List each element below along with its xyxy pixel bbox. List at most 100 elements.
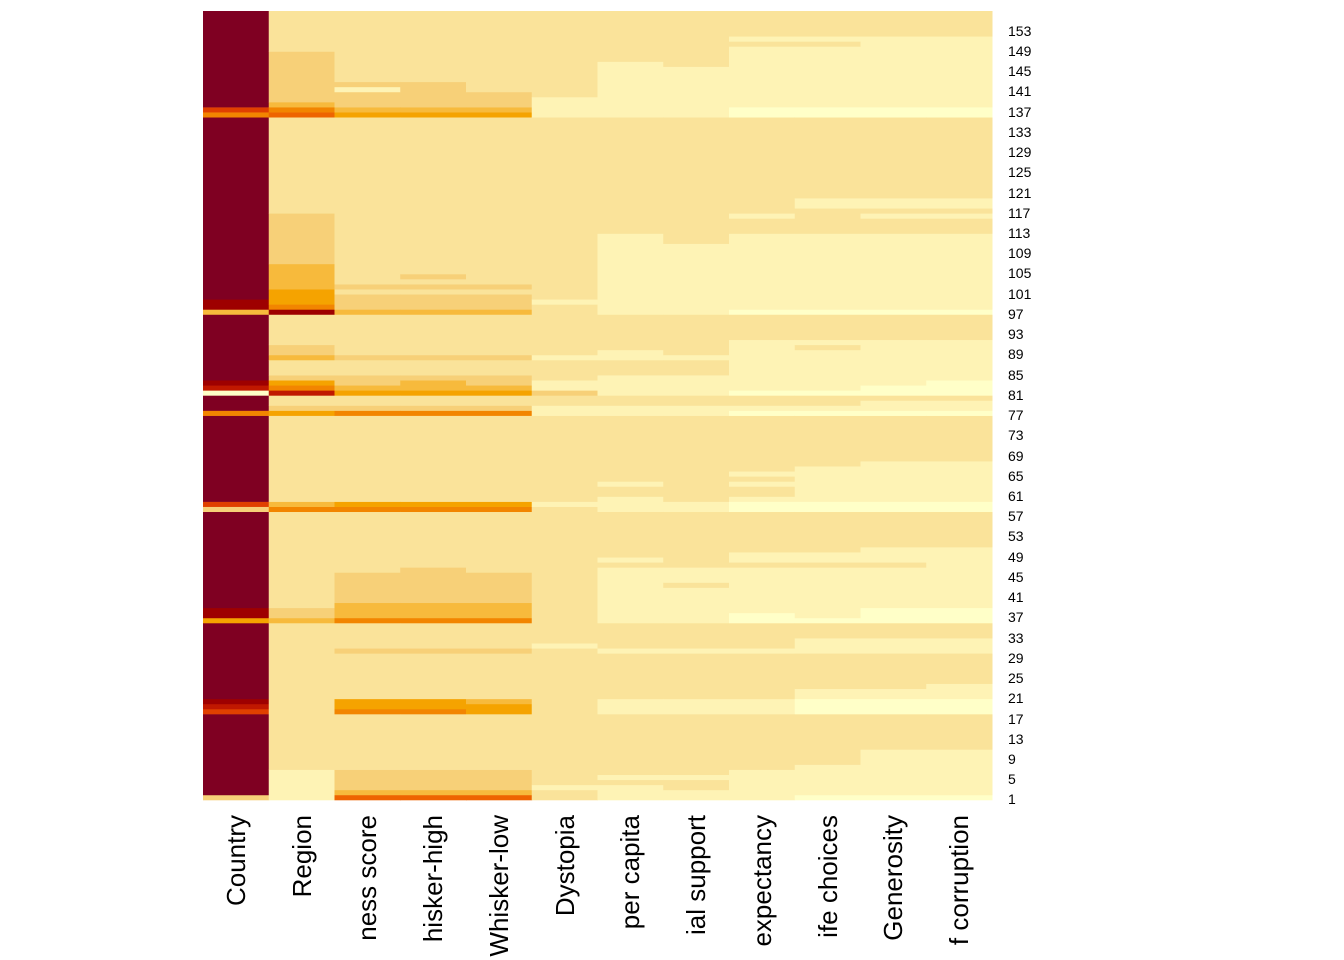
heatmap-cell [400,415,467,502]
heatmap-cell [926,395,993,401]
heatmap-cell [860,622,927,639]
heatmap-cell [268,102,335,108]
heatmap-cell [466,622,533,649]
heatmap-cell [466,714,533,770]
heatmap-cell [531,506,598,644]
heatmap-cell [334,395,401,406]
heatmap-cell [268,263,335,290]
heatmap-cell [334,794,401,801]
heatmap-cell [663,622,730,649]
heatmap-cell [597,415,664,482]
heatmap-cell [334,714,401,770]
row-tick-label: 1 [1008,791,1016,808]
row-tick-label: 105 [1008,265,1032,282]
heatmap-cell [729,11,796,37]
heatmap-cell [334,289,401,295]
heatmap-cell [794,36,861,42]
heatmap-cell [663,653,730,700]
heatmap-cell [794,562,861,568]
column-label: Dystopia [549,815,580,917]
heatmap-cell [466,794,533,801]
heatmap-cell [926,314,993,341]
heatmap-cell [926,714,993,750]
heatmap-cell [597,314,664,351]
heatmap-cell [334,622,401,649]
heatmap-cell [663,779,730,791]
row-tick-label: 113 [1008,225,1031,241]
heatmap-cell [926,511,993,548]
heatmap-cell [729,117,796,214]
heatmap-cell [268,117,335,214]
heatmap-cell [531,299,598,305]
heatmap-cell [860,36,927,108]
heatmap-cell [926,461,993,502]
heatmap-cell [466,390,533,396]
heatmap-cell [466,789,533,796]
heatmap-cell [926,339,993,381]
heatmap-cell [531,359,598,381]
heatmap-cell [729,496,796,502]
heatmap-cell [400,284,467,290]
heatmap-cell [400,405,467,411]
heatmap-cell [794,794,861,801]
heatmap-cell [597,698,664,715]
heatmap-cell [400,501,467,507]
heatmap-cell [334,309,401,315]
heatmap-cell [466,375,533,386]
heatmap-cell [466,107,533,113]
heatmap-cell [860,749,927,796]
row-tick-label: 117 [1008,204,1031,221]
heatmap-cell [400,314,467,356]
heatmap-cell [926,208,993,214]
heatmap-cell [597,61,664,118]
heatmap-cell [400,511,467,568]
heatmap-cell [597,481,664,487]
heatmap-cell [400,769,467,791]
row-tick-label: 129 [1008,144,1032,161]
heatmap-cell [531,643,598,649]
heatmap-cell [466,289,533,295]
heatmap-cell [466,314,533,356]
heatmap-cell [268,415,335,502]
heatmap-cell [268,11,335,52]
heatmap-cell [466,117,533,285]
heatmap-cell [334,648,401,654]
heatmap-cell [400,294,467,310]
heatmap-cell [729,648,796,654]
heatmap-cell [400,359,467,376]
column-label: ial support [681,815,712,935]
heatmap-cell [268,344,335,356]
heatmap-cell [268,112,335,118]
heatmap-cell [268,213,335,265]
heatmap-cell [860,117,927,199]
heatmap-cell [334,405,401,411]
column-label: expectancy [746,815,777,947]
heatmap-cell [860,511,927,548]
heatmap-cell [466,11,533,93]
heatmap-cell [400,698,467,710]
heatmap-cell [729,501,796,513]
row-tick-label: 141 [1008,83,1032,100]
heatmap-cell [334,354,401,361]
heatmap-cell [531,304,598,356]
heatmap-cell [794,410,861,416]
heatmap-cell [860,339,927,386]
heatmap-cell [334,359,401,376]
heatmap-cell [663,582,730,588]
heatmap-cell [203,380,270,386]
row-tick-label: 49 [1008,548,1024,565]
heatmap-cell [268,51,335,103]
row-tick-label: 101 [1008,285,1032,302]
row-tick-label: 25 [1008,670,1024,687]
heatmap-cell [466,405,533,411]
row-tick-label: 125 [1008,164,1032,181]
heatmap-cell [203,314,270,381]
heatmap-cell [334,375,401,386]
heatmap-cell [466,309,533,315]
heatmap-cell [926,607,993,624]
heatmap-cell [860,638,927,654]
heatmap-cell [663,11,730,67]
heatmap-cell [400,794,467,801]
heatmap-cell [926,653,993,684]
heatmap-cell [466,506,533,513]
